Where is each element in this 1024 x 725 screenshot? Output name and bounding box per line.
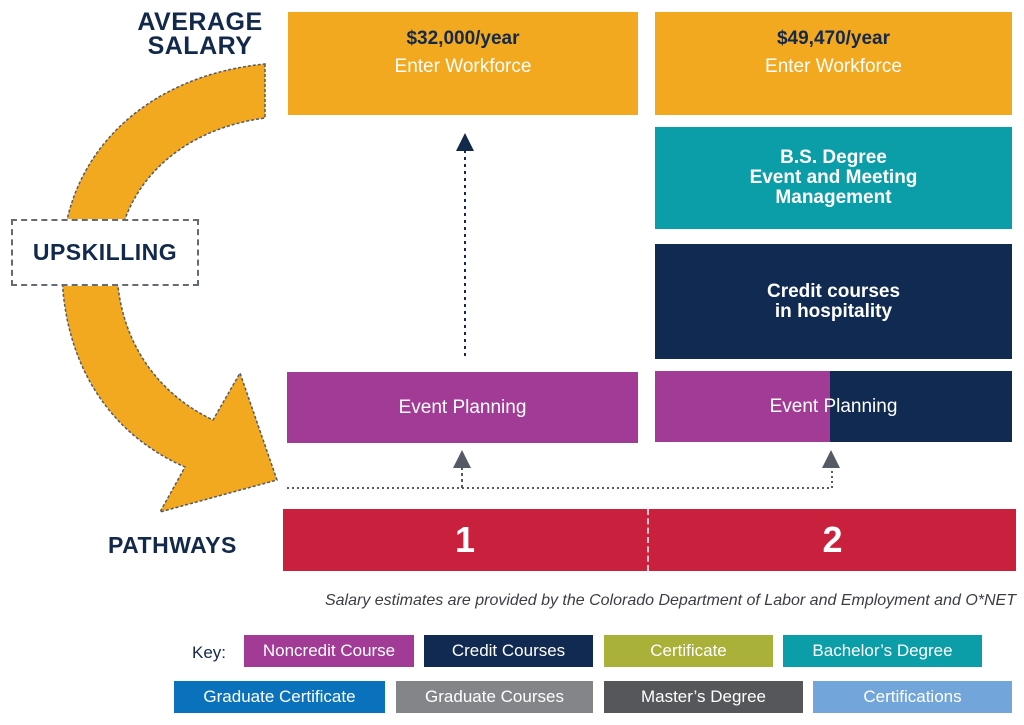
box-label: Event Planning [769,395,898,417]
salary-value: $32,000/year [406,28,520,49]
key-label: Bachelor’s Degree [812,641,953,660]
key-label: Credit Courses [451,641,566,660]
pathway-2-tab[interactable]: 2 [649,509,1016,571]
box-line: Credit courses [766,280,901,302]
outcome-label: Enter Workforce [765,56,902,77]
key-graduate-certificate: Graduate Certificate [174,681,385,713]
key-bachelors-degree: Bachelor’s Degree [783,635,982,667]
pathways-heading: PATHWAYS [108,532,268,559]
upskilling-arrow-icon [61,63,278,514]
credit-courses-box: Credit courses in hospitality [655,244,1012,359]
bachelors-degree-box: B.S. Degree Event and Meeting Management [655,127,1012,229]
key-label: Noncredit Course [262,641,396,660]
arrow-up-icon [822,450,840,468]
box-line: Event and Meeting [749,167,918,188]
pathway1-event-planning-box: Event Planning [287,372,638,443]
key-masters-degree: Master’s Degree [604,681,803,713]
box-line: in hospitality [774,300,893,322]
key-title: Key: [192,643,227,662]
heading-line: AVERAGE [137,8,263,36]
pathway-number: 1 [454,519,476,560]
key-certificate: Certificate [604,635,773,667]
box-line: Management [775,187,892,208]
connector-line [287,467,833,489]
pathways-text: PATHWAYS [108,532,237,558]
upskilling-label: UPSKILLING [11,219,199,286]
average-salary-heading: AVERAGE SALARY [120,8,280,60]
key-label: Graduate Certificate [203,687,356,706]
arrow-up-icon [456,133,474,151]
footnote: Salary estimates are provided by the Col… [324,592,1016,609]
salary-value: $49,470/year [776,28,891,49]
key-certifications: Certifications [813,681,1012,713]
key-graduate-courses: Graduate Courses [396,681,593,713]
key-noncredit-course: Noncredit Course [244,635,414,667]
pathway2-event-planning-box: Event Planning [655,371,1012,442]
pathway1-salary-box: $32,000/year Enter Workforce [288,12,638,115]
key-label: Master’s Degree [640,687,767,706]
pathway2-salary-box: $49,470/year Enter Workforce [655,12,1012,115]
pathways-bar: 1 2 [283,509,1016,571]
key-credit-courses: Credit Courses [424,635,593,667]
arrow-up-icon [453,450,471,468]
pathway-number: 2 [822,519,843,560]
key-label: Certifications [863,687,962,706]
key-label: Certificate [650,641,727,660]
heading-line: SALARY [147,32,253,60]
pathway-1-tab[interactable]: 1 [283,509,649,571]
key-label: Graduate Courses [425,687,564,706]
box-line: B.S. Degree [780,147,887,168]
box-label: Event Planning [398,396,527,418]
outcome-label: Enter Workforce [394,56,532,77]
upskilling-text: UPSKILLING [32,239,178,265]
